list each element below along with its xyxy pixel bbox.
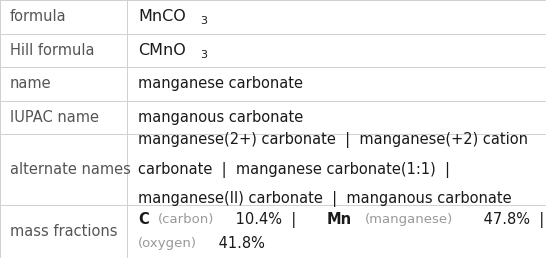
Text: name: name (10, 76, 51, 91)
Text: 3: 3 (200, 50, 207, 60)
Text: (carbon): (carbon) (158, 213, 215, 227)
Text: manganese(II) carbonate  |  manganous carbonate: manganese(II) carbonate | manganous carb… (138, 191, 512, 207)
Text: mass fractions: mass fractions (10, 224, 117, 239)
Text: manganese carbonate: manganese carbonate (138, 76, 303, 91)
Text: C: C (138, 212, 149, 227)
Text: CMnO: CMnO (138, 43, 186, 58)
Text: manganese(2+) carbonate  |  manganese(+2) cation: manganese(2+) carbonate | manganese(+2) … (138, 132, 528, 148)
Text: 10.4%  |: 10.4% | (231, 212, 305, 228)
Text: manganous carbonate: manganous carbonate (138, 110, 304, 125)
Text: IUPAC name: IUPAC name (10, 110, 99, 125)
Text: 47.8%  |: 47.8% | (479, 212, 546, 228)
Text: 3: 3 (200, 16, 207, 26)
Text: 41.8%: 41.8% (214, 236, 265, 251)
Text: (manganese): (manganese) (365, 213, 454, 227)
Text: alternate names: alternate names (10, 162, 130, 177)
Text: carbonate  |  manganese carbonate(1:1)  |: carbonate | manganese carbonate(1:1) | (138, 162, 450, 178)
Text: MnCO: MnCO (138, 9, 186, 24)
Text: Hill formula: Hill formula (10, 43, 94, 58)
Text: formula: formula (10, 9, 67, 24)
Text: Mn: Mn (327, 212, 352, 227)
Text: (oxygen): (oxygen) (138, 237, 197, 250)
